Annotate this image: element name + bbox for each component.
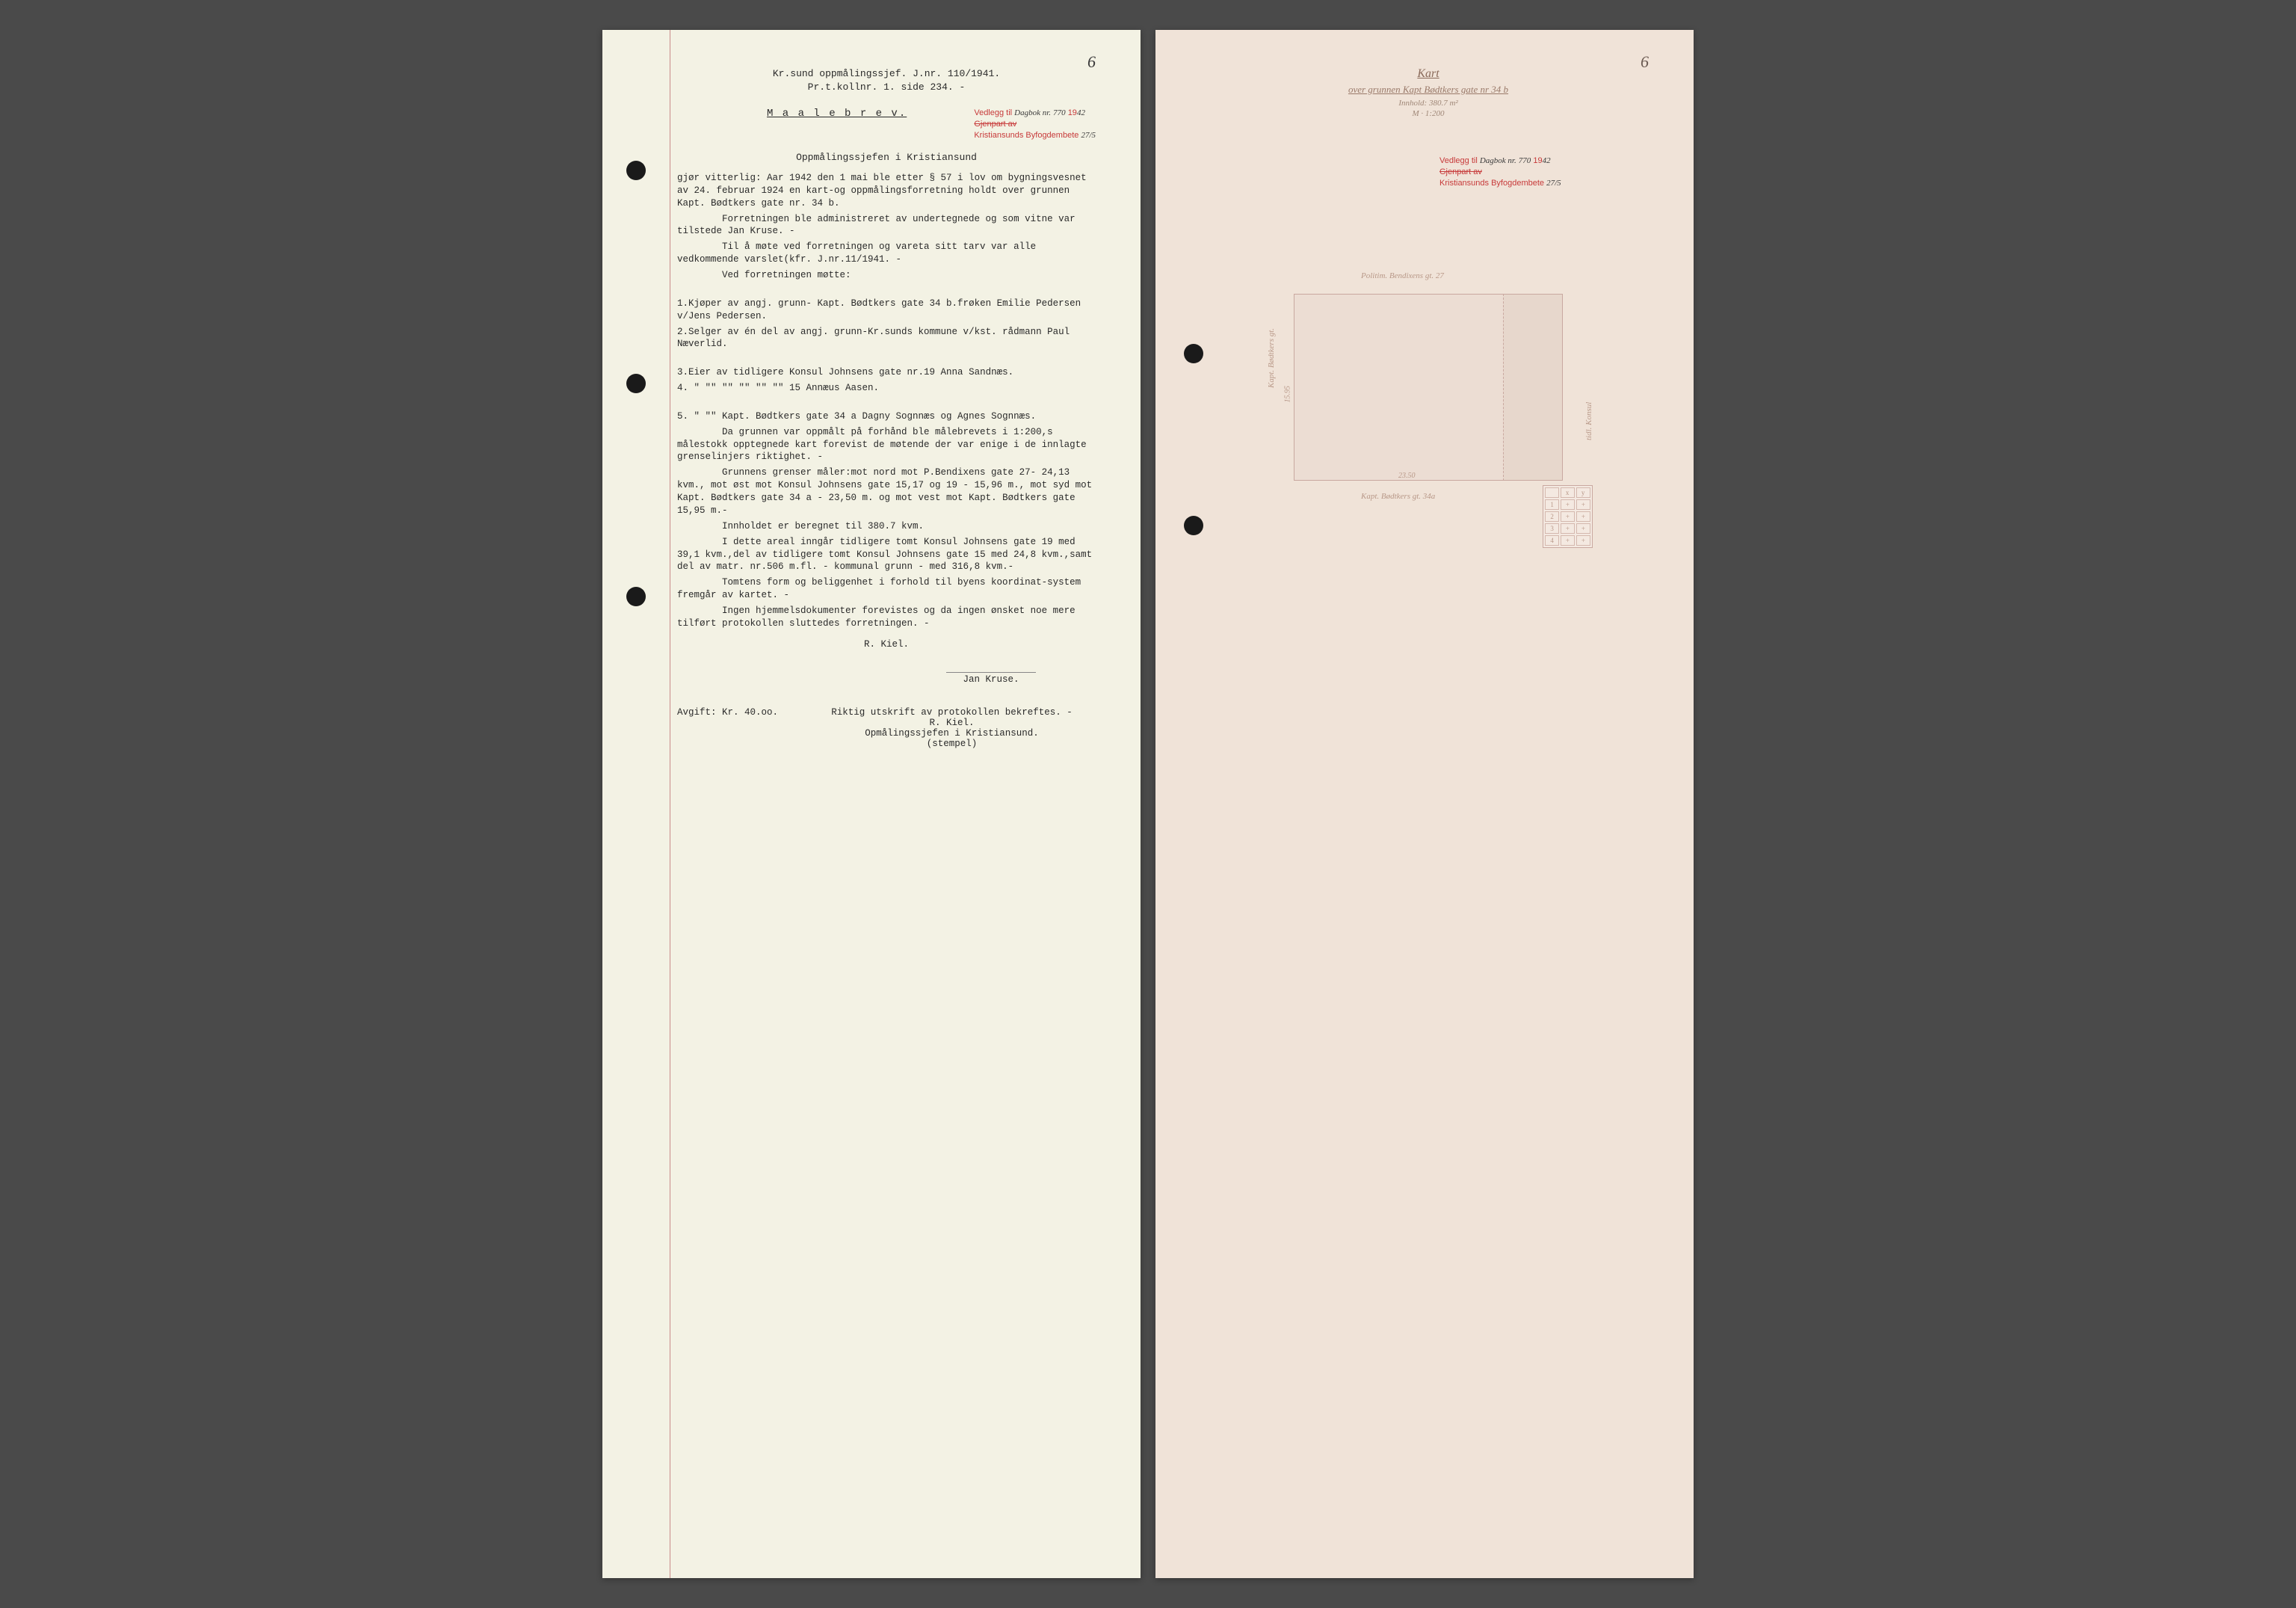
paragraph: Tomtens form og beliggenhet i forhold ti…: [677, 576, 1096, 602]
stamp-date: 27/5: [1546, 179, 1561, 188]
stamp-hand: Dagbok nr.: [1014, 108, 1051, 117]
stamp-label: Vedlegg til: [1439, 156, 1478, 165]
stamp-label: 19: [1068, 108, 1077, 117]
stamp-label: 19: [1533, 156, 1542, 165]
table-row: 2 + +: [1545, 511, 1590, 522]
dimension-south: 23.50: [1398, 472, 1416, 480]
list-item: 3.Eier av tidligere Konsul Johnsens gate…: [677, 366, 1096, 379]
paragraph: gjør vitterlig: Aar 1942 den 1 mai ble e…: [677, 172, 1096, 210]
cert-line: Riktig utskrift av protokollen bekreftes…: [808, 707, 1096, 718]
street-label-east: tidl. Konsul: [1584, 401, 1593, 440]
table-cell: 3: [1545, 523, 1559, 534]
paragraph: Da grunnen var oppmålt på forhånd ble må…: [677, 426, 1096, 464]
paragraph: Innholdet er beregnet til 380.7 kvm.: [677, 520, 1096, 533]
subtitle: Oppmålingssjefen i Kristiansund: [677, 152, 1096, 163]
cert-line: (stempel): [808, 739, 1096, 749]
map-scale: M · 1:200: [1208, 109, 1649, 118]
stamp-struck: Gjenpart av: [1439, 167, 1619, 178]
map-area: Innhold: 380.7 m²: [1208, 99, 1649, 108]
header-block: Kr.sund oppmålingssjef. J.nr. 110/1941. …: [677, 67, 1096, 94]
survey-map: Politim. Bendixens gt. 27 Kapt. Bødtkers…: [1249, 241, 1608, 526]
stamp-office: Kristiansunds Byfogdembete: [1439, 179, 1544, 188]
paragraph: I dette areal inngår tidligere tomt Kons…: [677, 536, 1096, 574]
stamp-struck: Gjenpart av: [974, 119, 1096, 130]
registry-stamp: Vedlegg til Dagbok nr. 770 1942 Gjenpart…: [974, 108, 1096, 141]
punch-hole: [626, 374, 646, 393]
page-number: 6: [1641, 52, 1649, 72]
dimension-west: 15.95: [1284, 386, 1292, 403]
table-row: 1 + +: [1545, 499, 1590, 510]
coordinate-table: x y 1 + + 2 + + 3 + + 4 + +: [1543, 485, 1593, 548]
punch-hole: [1184, 516, 1203, 535]
table-cell: 4: [1545, 535, 1559, 546]
title-row: M a a l e b r e v. Vedlegg til Dagbok nr…: [677, 108, 1096, 141]
paragraph: Ingen hjemmelsdokumenter forevistes og d…: [677, 605, 1096, 630]
fee-label: Avgift: Kr. 40.oo.: [677, 707, 778, 718]
table-cell: +: [1561, 523, 1575, 534]
signature: R. Kiel.: [677, 639, 1096, 650]
table-cell: y: [1576, 487, 1590, 498]
header-line: Kr.sund oppmålingssjef. J.nr. 110/1941.: [677, 67, 1096, 81]
table-cell: +: [1561, 499, 1575, 510]
table-cell: +: [1561, 511, 1575, 522]
document-title: M a a l e b r e v.: [677, 108, 907, 120]
table-cell: +: [1576, 511, 1590, 522]
punch-hole: [626, 587, 646, 606]
map-subtitle: over grunnen Kapt Bødtkers gate nr 34 b: [1208, 84, 1649, 96]
footer-row: Avgift: Kr. 40.oo. Riktig utskrift av pr…: [677, 707, 1096, 749]
stamp-office: Kristiansunds Byfogdembete: [974, 131, 1078, 140]
certification: Riktig utskrift av protokollen bekreftes…: [778, 707, 1096, 749]
signature-block: R. Kiel. Jan Kruse.: [677, 639, 1096, 685]
cert-line: R. Kiel.: [808, 718, 1096, 728]
table-cell: +: [1576, 535, 1590, 546]
cert-line: Opmålingssjefen i Kristiansund.: [808, 728, 1096, 739]
table-cell: [1545, 487, 1559, 498]
stamp-hand: 770: [1053, 108, 1066, 117]
paragraph: Forretningen ble administreret av undert…: [677, 213, 1096, 238]
table-cell: +: [1561, 535, 1575, 546]
list-item: 1.Kjøper av angj. grunn- Kapt. Bødtkers …: [677, 298, 1096, 323]
header-line: Pr.t.kollnr. 1. side 234. -: [677, 81, 1096, 94]
punch-hole: [626, 161, 646, 180]
stamp-hand: Dagbok nr.: [1480, 156, 1516, 165]
map-title: Kart: [1208, 67, 1649, 81]
table-row: 3 + +: [1545, 523, 1590, 534]
table-row: 4 + +: [1545, 535, 1590, 546]
table-cell: x: [1561, 487, 1575, 498]
stamp-hand: 42: [1543, 156, 1551, 165]
stamp-hand: 42: [1077, 108, 1085, 117]
paragraph: Grunnens grenser måler:mot nord mot P.Be…: [677, 466, 1096, 517]
lot-outline-sub: [1503, 294, 1563, 481]
punch-hole: [1184, 344, 1203, 363]
document-page-left: 6 Kr.sund oppmålingssjef. J.nr. 110/1941…: [602, 30, 1141, 1578]
signature: Jan Kruse.: [946, 672, 1036, 685]
table-cell: +: [1576, 499, 1590, 510]
street-label-west: Kapt. Bødtkers gt.: [1267, 327, 1276, 387]
list-item: 2.Selger av én del av angj. grunn-Kr.sun…: [677, 326, 1096, 351]
table-cell: 1: [1545, 499, 1559, 510]
paragraph: Ved forretningen møtte:: [677, 269, 1096, 282]
street-label-north: Politim. Bendixens gt. 27: [1361, 271, 1444, 280]
stamp-label: Vedlegg til: [974, 108, 1012, 117]
table-cell: 2: [1545, 511, 1559, 522]
list-item: 4. " "" "" "" "" "" 15 Annæus Aasen.: [677, 382, 1096, 395]
list-item: 5. " "" Kapt. Bødtkers gate 34 a Dagny S…: [677, 410, 1096, 423]
paragraph: Til å møte ved forretningen og vareta si…: [677, 241, 1096, 266]
street-label-south: Kapt. Bødtkers gt. 34a: [1361, 492, 1435, 501]
body-text: gjør vitterlig: Aar 1942 den 1 mai ble e…: [677, 172, 1096, 630]
table-row: x y: [1545, 487, 1590, 498]
table-cell: +: [1576, 523, 1590, 534]
stamp-hand: 770: [1519, 156, 1531, 165]
stamp-date: 27/5: [1081, 131, 1096, 140]
page-number: 6: [1087, 52, 1096, 72]
registry-stamp: Vedlegg til Dagbok nr. 770 1942 Gjenpart…: [1439, 155, 1619, 189]
document-page-right: 6 Kart over grunnen Kapt Bødtkers gate n…: [1155, 30, 1694, 1578]
